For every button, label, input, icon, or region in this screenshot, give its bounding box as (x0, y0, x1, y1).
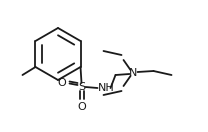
Text: N: N (129, 68, 138, 78)
Text: NH: NH (98, 83, 115, 93)
Text: O: O (57, 78, 66, 88)
Text: S: S (78, 82, 85, 92)
Text: O: O (77, 102, 86, 112)
